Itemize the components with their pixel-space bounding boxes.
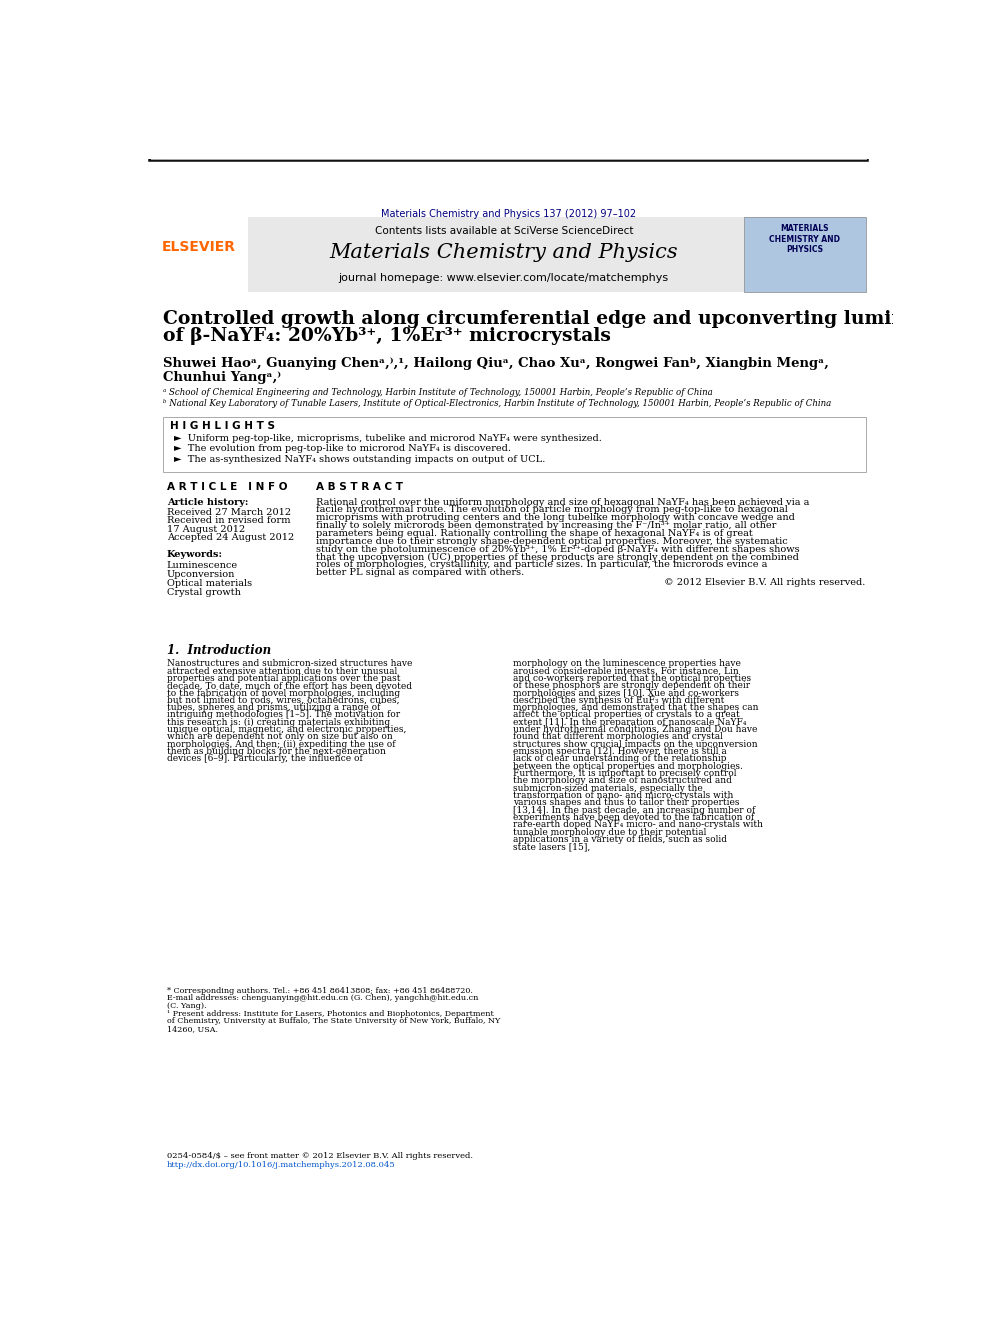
Text: lack of clear understanding of the relationship: lack of clear understanding of the relat… [513,754,726,763]
Text: under hydrothermal conditions, Zhang and Dou have: under hydrothermal conditions, Zhang and… [513,725,758,734]
Text: morphologies. And then; (ii) expediting the use of: morphologies. And then; (ii) expediting … [167,740,395,749]
Text: and co-workers reported that the optical properties: and co-workers reported that the optical… [513,673,751,683]
Text: morphologies and sizes [10]. Xue and co-workers: morphologies and sizes [10]. Xue and co-… [513,688,739,697]
Text: between the optical properties and morphologies.: between the optical properties and morph… [513,762,743,771]
Text: http://dx.doi.org/10.1016/j.matchemphys.2012.08.045: http://dx.doi.org/10.1016/j.matchemphys.… [167,1162,396,1170]
Text: Contents lists available at SciVerse ScienceDirect: Contents lists available at SciVerse Sci… [375,226,633,235]
Text: emission spectra [12]. However, there is still a: emission spectra [12]. However, there is… [513,747,727,755]
Text: journal homepage: www.elsevier.com/locate/matchemphys: journal homepage: www.elsevier.com/locat… [338,274,669,283]
Text: Chunhui Yangᵃ,⁾: Chunhui Yangᵃ,⁾ [163,370,281,384]
Text: facile hydrothermal route. The evolution of particle morphology from peg-top-lik: facile hydrothermal route. The evolution… [316,505,788,515]
Text: morphology on the luminescence properties have: morphology on the luminescence propertie… [513,659,741,668]
Text: A B S T R A C T: A B S T R A C T [316,482,403,492]
Text: Accepted 24 August 2012: Accepted 24 August 2012 [167,533,294,542]
Text: * Corresponding authors. Tel.: +86 451 86413808; fax: +86 451 86488720.: * Corresponding authors. Tel.: +86 451 8… [167,987,472,995]
Text: structures show crucial impacts on the upconversion: structures show crucial impacts on the u… [513,740,758,749]
Text: parameters being equal. Rationally controlling the shape of hexagonal NaYF₄ is o: parameters being equal. Rationally contr… [316,529,753,538]
Text: [13,14]. In the past decade, an increasing number of: [13,14]. In the past decade, an increasi… [513,806,755,815]
Text: aroused considerable interests. For instance, Lin: aroused considerable interests. For inst… [513,667,739,676]
Text: Nanostructures and submicron-sized structures have: Nanostructures and submicron-sized struc… [167,659,412,668]
Text: MATERIALS
CHEMISTRY AND
PHYSICS: MATERIALS CHEMISTRY AND PHYSICS [769,224,840,254]
Text: tubes, spheres and prisms, utilizing a range of: tubes, spheres and prisms, utilizing a r… [167,703,380,712]
Text: Keywords:: Keywords: [167,550,222,558]
Text: better PL signal as compared with others.: better PL signal as compared with others… [316,569,525,577]
Text: this research is: (i) creating materials exhibiting: this research is: (i) creating materials… [167,718,390,726]
Text: tunable morphology due to their potential: tunable morphology due to their potentia… [513,827,706,836]
Text: intriguing methodologies [1–5]. The motivation for: intriguing methodologies [1–5]. The moti… [167,710,400,720]
Text: the morphology and size of nanostructured and: the morphology and size of nanostructure… [513,777,732,786]
Text: 0254-0584/$ – see front matter © 2012 Elsevier B.V. All rights reserved.: 0254-0584/$ – see front matter © 2012 El… [167,1152,472,1160]
Text: 14260, USA.: 14260, USA. [167,1025,217,1033]
Text: morphologies, and demonstrated that the shapes can: morphologies, and demonstrated that the … [513,703,759,712]
Text: of β-NaYF₄: 20%Yb³⁺, 1%Er³⁺ microcrystals: of β-NaYF₄: 20%Yb³⁺, 1%Er³⁺ microcrystal… [163,327,611,344]
Bar [151,217,866,292]
Text: properties and potential applications over the past: properties and potential applications ov… [167,673,400,683]
Text: unique optical, magnetic, and electronic properties,: unique optical, magnetic, and electronic… [167,725,406,734]
Text: © 2012 Elsevier B.V. All rights reserved.: © 2012 Elsevier B.V. All rights reserved… [665,578,866,587]
Text: Received in revised form: Received in revised form [167,516,290,525]
Text: submicron-sized materials, especially the: submicron-sized materials, especially th… [513,783,702,792]
Text: that the upconversion (UC) properties of these products are strongly dependent o: that the upconversion (UC) properties of… [316,553,800,562]
Text: but not limited to rods, wires, octahedrons, cubes,: but not limited to rods, wires, octahedr… [167,696,399,705]
Text: Optical materials: Optical materials [167,579,252,589]
Text: ►  Uniform peg-top-like, microprisms, tubelike and microrod NaYF₄ were synthesiz: ► Uniform peg-top-like, microprisms, tub… [175,434,602,443]
Text: attracted extensive attention due to their unusual: attracted extensive attention due to the… [167,667,397,676]
Text: microprisms with protruding centers and the long tubelike morphology with concav: microprisms with protruding centers and … [316,513,795,523]
Text: which are dependent not only on size but also on: which are dependent not only on size but… [167,733,393,741]
Text: Controlled growth along circumferential edge and upconverting luminescence: Controlled growth along circumferential … [163,311,987,328]
Text: Received 27 March 2012: Received 27 March 2012 [167,508,291,516]
Text: applications in a variety of fields, such as solid: applications in a variety of fields, suc… [513,835,727,844]
Text: Materials Chemistry and Physics 137 (2012) 97–102: Materials Chemistry and Physics 137 (201… [381,209,636,218]
Text: of Chemistry, University at Buffalo, The State University of New York, Buffalo, : of Chemistry, University at Buffalo, The… [167,1017,500,1025]
Text: study on the photoluminescence of 20%Yb³⁺, 1% Er³⁺-doped β-NaYF₄ with different : study on the photoluminescence of 20%Yb³… [316,545,800,554]
Text: E-mail addresses: chenguanying@hit.edu.cn (G. Chen), yangchh@hit.edu.cn: E-mail addresses: chenguanying@hit.edu.c… [167,994,478,1003]
Text: Crystal growth: Crystal growth [167,589,240,598]
Text: of these phosphors are strongly dependent on their: of these phosphors are strongly dependen… [513,681,750,691]
Text: found that different morphologies and crystal: found that different morphologies and cr… [513,733,723,741]
Text: affect the optical properties of crystals to a great: affect the optical properties of crystal… [513,710,740,720]
Text: devices [6–9]. Particularly, the influence of: devices [6–9]. Particularly, the influen… [167,754,362,763]
Text: 1.  Introduction: 1. Introduction [167,644,271,656]
Text: H I G H L I G H T S: H I G H L I G H T S [171,421,276,431]
Text: finally to solely microrods been demonstrated by increasing the F⁻/In³⁺ molar ra: finally to solely microrods been demonst… [316,521,777,531]
Text: them as building blocks for the next-generation: them as building blocks for the next-gen… [167,747,386,755]
Text: ¹ Present address: Institute for Lasers, Photonics and Biophotonics, Department: ¹ Present address: Institute for Lasers,… [167,1009,493,1017]
Text: 17 August 2012: 17 August 2012 [167,524,245,533]
Text: Rational control over the uniform morphology and size of hexagonal NaYF₄ has bee: Rational control over the uniform morpho… [316,497,809,507]
Text: extent [11]. In the preparation of nanoscale NaYF₄: extent [11]. In the preparation of nanos… [513,718,747,726]
Text: Luminescence: Luminescence [167,561,238,570]
Text: described the synthesis of EuF₃ with different: described the synthesis of EuF₃ with dif… [513,696,724,705]
Text: (C. Yang).: (C. Yang). [167,1002,206,1009]
Bar [744,217,866,292]
Text: Furthermore, it is important to precisely control: Furthermore, it is important to precisel… [513,769,736,778]
Text: ᵃ School of Chemical Engineering and Technology, Harbin Institute of Technology,: ᵃ School of Chemical Engineering and Tec… [163,388,712,397]
Text: Shuwei Haoᵃ, Guanying Chenᵃ,⁾,¹, Hailong Qiuᵃ, Chao Xuᵃ, Rongwei Fanᵇ, Xiangbin : Shuwei Haoᵃ, Guanying Chenᵃ,⁾,¹, Hailong… [163,357,828,370]
Bar [151,217,248,292]
Text: Materials Chemistry and Physics: Materials Chemistry and Physics [329,242,679,262]
Text: various shapes and thus to tailor their properties: various shapes and thus to tailor their … [513,798,740,807]
Text: ►  The evolution from peg-top-like to microrod NaYF₄ is discovered.: ► The evolution from peg-top-like to mic… [175,445,511,454]
Text: experiments have been devoted to the fabrication of: experiments have been devoted to the fab… [513,812,754,822]
Text: state lasers [15],: state lasers [15], [513,843,590,851]
Text: ►  The as-synthesized NaYF₄ shows outstanding impacts on output of UCL.: ► The as-synthesized NaYF₄ shows outstan… [175,455,546,464]
Text: A R T I C L E   I N F O: A R T I C L E I N F O [167,482,287,492]
Text: Article history:: Article history: [167,497,248,507]
Text: ELSEVIER: ELSEVIER [162,239,236,254]
Text: decade. To date, much of the effort has been devoted: decade. To date, much of the effort has … [167,681,412,691]
Text: transformation of nano- and micro-crystals with: transformation of nano- and micro-crysta… [513,791,733,800]
Text: rare-earth doped NaYF₄ micro- and nano-crystals with: rare-earth doped NaYF₄ micro- and nano-c… [513,820,763,830]
Text: importance due to their strongly shape-dependent optical properties. Moreover, t: importance due to their strongly shape-d… [316,537,788,546]
Text: roles of morphologies, crystallinity, and particle sizes. In particular, the mic: roles of morphologies, crystallinity, an… [316,561,768,569]
Text: to the fabrication of novel morphologies, including: to the fabrication of novel morphologies… [167,688,400,697]
Text: ᵇ National Key Laboratory of Tunable Lasers, Institute of Optical-Electronics, H: ᵇ National Key Laboratory of Tunable Las… [163,400,831,407]
Bar [163,417,866,472]
Text: Upconversion: Upconversion [167,570,235,579]
